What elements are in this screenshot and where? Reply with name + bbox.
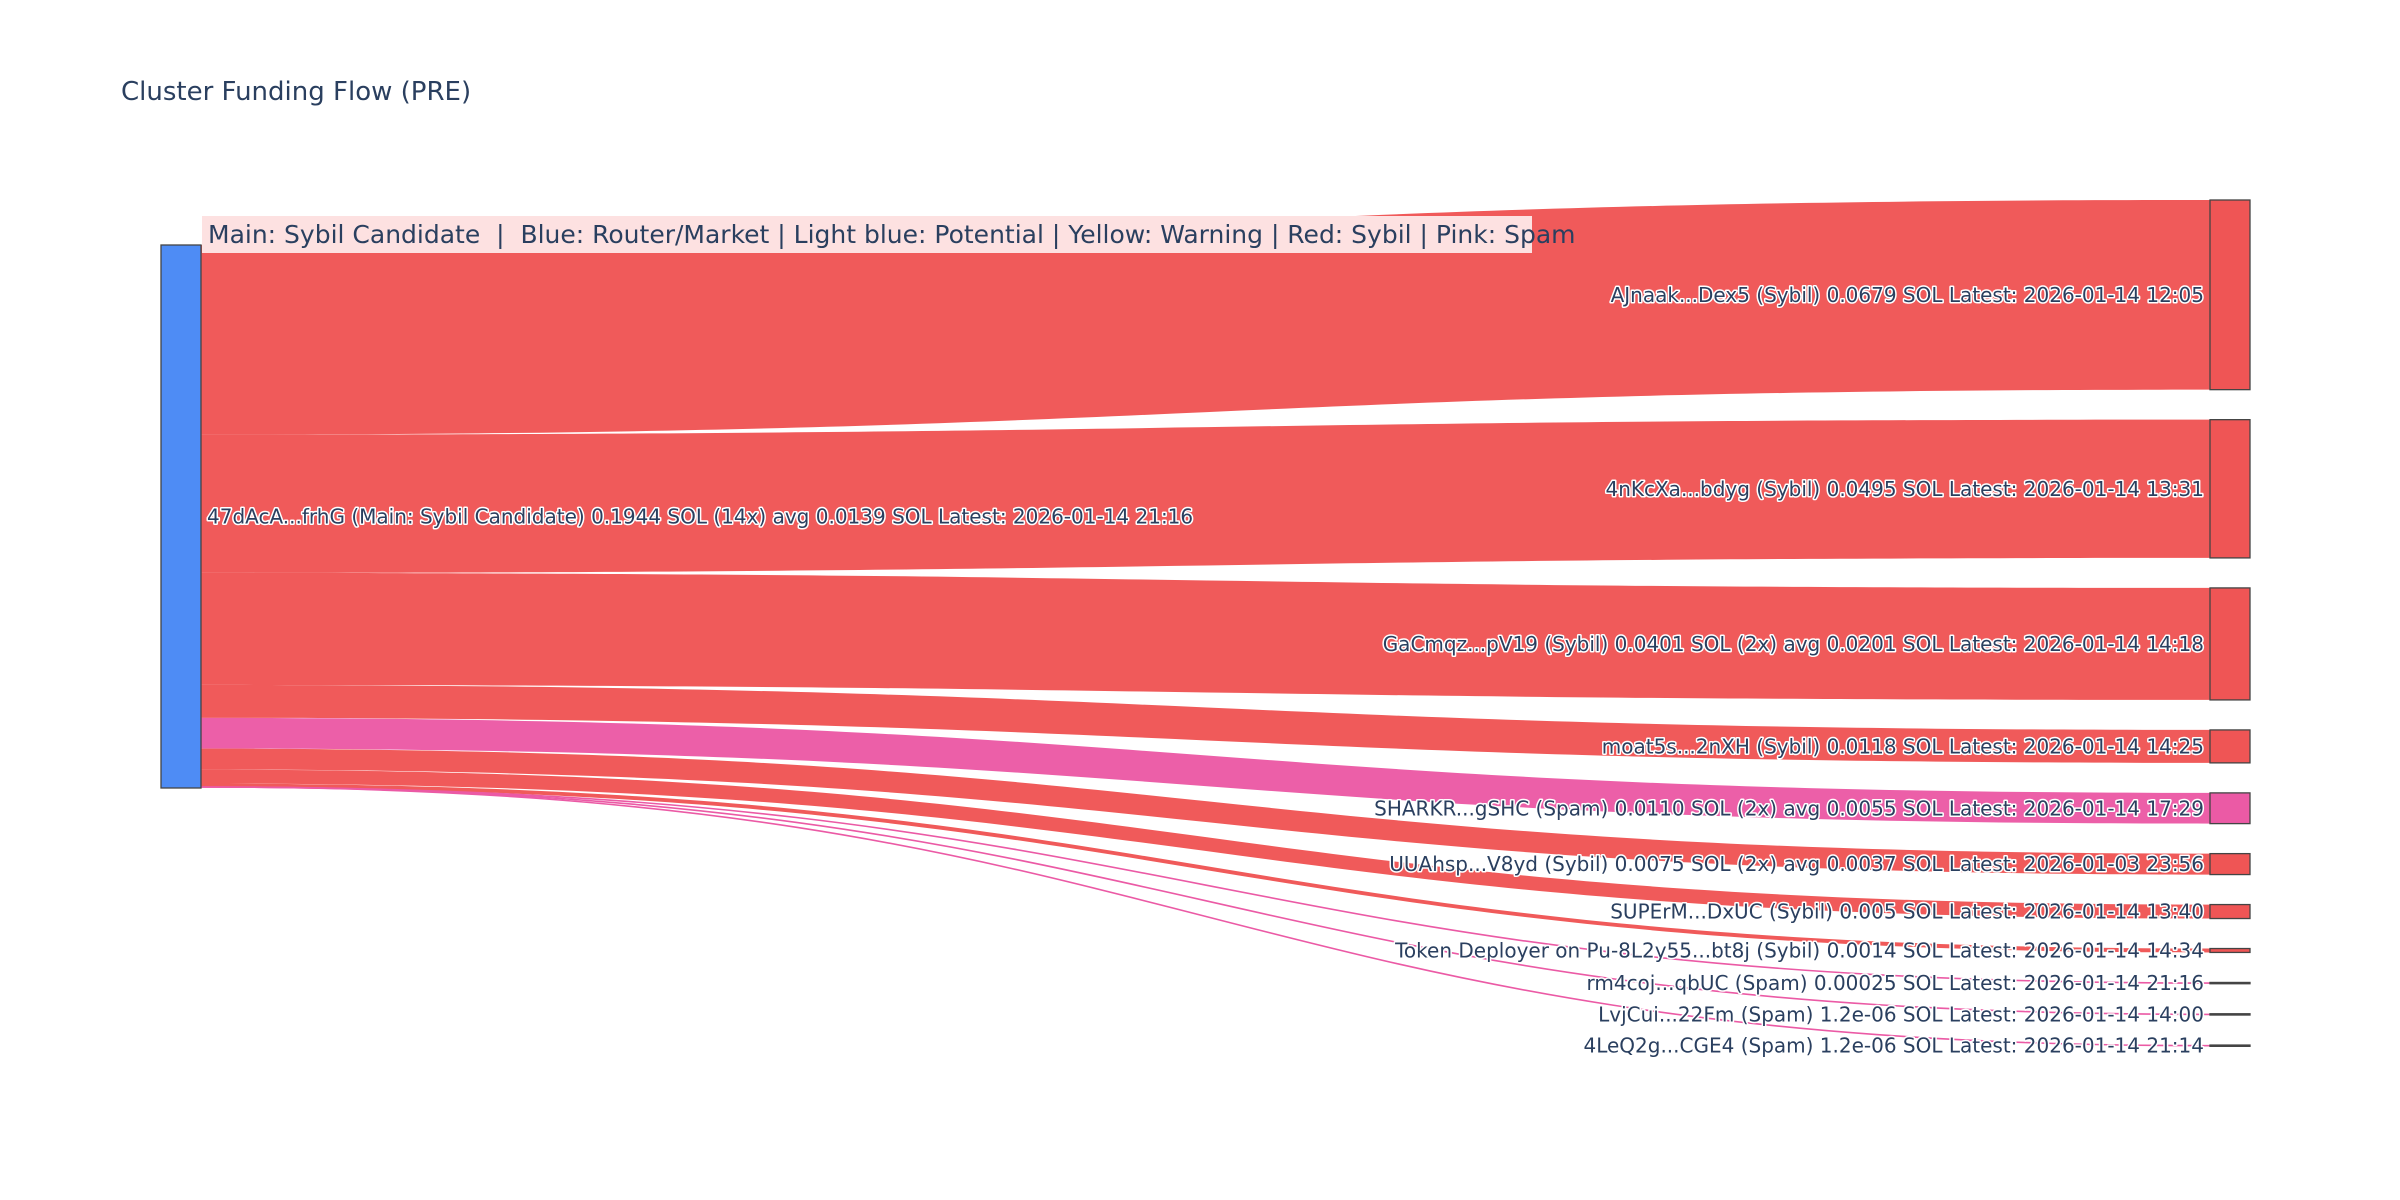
target-node-label-11: 4LeQ2g...CGE4 (Spam) 1.2e-06 SOL Latest:…	[1583, 1034, 2204, 1058]
flow-link-11	[200, 786, 2211, 1047]
flow-link-10	[200, 786, 2211, 1016]
target-node-label-7: SUPErM...DxUC (Sybil) 0.005 SOL Latest: …	[1610, 900, 2204, 924]
flow-link-7	[201, 769, 2210, 919]
legend-note: Main: Sybil Candidate | Blue: Router/Mar…	[202, 216, 1576, 253]
nodes-layer	[160, 199, 2251, 1047]
target-node-8	[2209, 947, 2251, 954]
legend-note-background	[202, 216, 1532, 253]
target-node-label-4: moat5s...2nXH (Sybil) 0.0118 SOL Latest:…	[1602, 734, 2204, 758]
target-node-label-8: Token Deployer on Pu-8L2y55...bt8j (Sybi…	[1394, 938, 2204, 962]
target-node-7	[2209, 903, 2251, 920]
target-node-3	[2209, 587, 2251, 701]
target-node-label-5: SHARKR...gSHC (Spam) 0.0110 SOL (2x) avg…	[1374, 796, 2204, 820]
target-node-4	[2209, 729, 2251, 764]
target-node-2	[2209, 419, 2251, 559]
target-node-label-10: LvjCui...22Fm (Spam) 1.2e-06 SOL Latest:…	[1598, 1002, 2204, 1026]
target-node-1	[2209, 199, 2251, 391]
legend-note-text: Main: Sybil Candidate | Blue: Router/Mar…	[208, 220, 1576, 249]
chart-title: Cluster Funding Flow (PRE)	[121, 77, 471, 107]
flow-link-8	[201, 783, 2210, 953]
flow-link-4	[201, 684, 2210, 763]
target-node-label-2: 4nKcXa...bdyg (Sybil) 0.0495 SOL Latest:…	[1605, 477, 2204, 501]
target-node-label-6: UUAhsp...V8yd (Sybil) 0.0075 SOL (2x) av…	[1389, 852, 2204, 876]
target-node-6	[2209, 852, 2251, 876]
source-node	[160, 244, 202, 789]
target-node-label-9: rm4coj...qbUC (Spam) 0.00025 SOL Latest:…	[1586, 971, 2204, 995]
flow-link-6	[201, 748, 2210, 875]
flow-link-1	[201, 200, 2210, 435]
links-layer	[200, 200, 2211, 1047]
target-node-label-3: GaCmqz...pV19 (Sybil) 0.0401 SOL (2x) av…	[1383, 632, 2204, 656]
flow-link-5	[201, 717, 2210, 824]
target-node-11	[2209, 1044, 2251, 1047]
source-node-label: 47dAcA...frhG (Main: Sybil Candidate) 0.…	[207, 505, 1193, 529]
labels-layer: 47dAcA...frhG (Main: Sybil Candidate) 0.…	[206, 281, 2206, 1059]
target-node-10	[2209, 1013, 2251, 1016]
target-node-9	[2209, 981, 2251, 985]
target-node-label-1: AJnaak...Dex5 (Sybil) 0.0679 SOL Latest:…	[1611, 283, 2204, 307]
flow-link-2	[201, 419, 2210, 573]
flow-link-3	[201, 572, 2210, 700]
flow-link-9	[200, 786, 2211, 984]
target-node-5	[2209, 792, 2251, 825]
